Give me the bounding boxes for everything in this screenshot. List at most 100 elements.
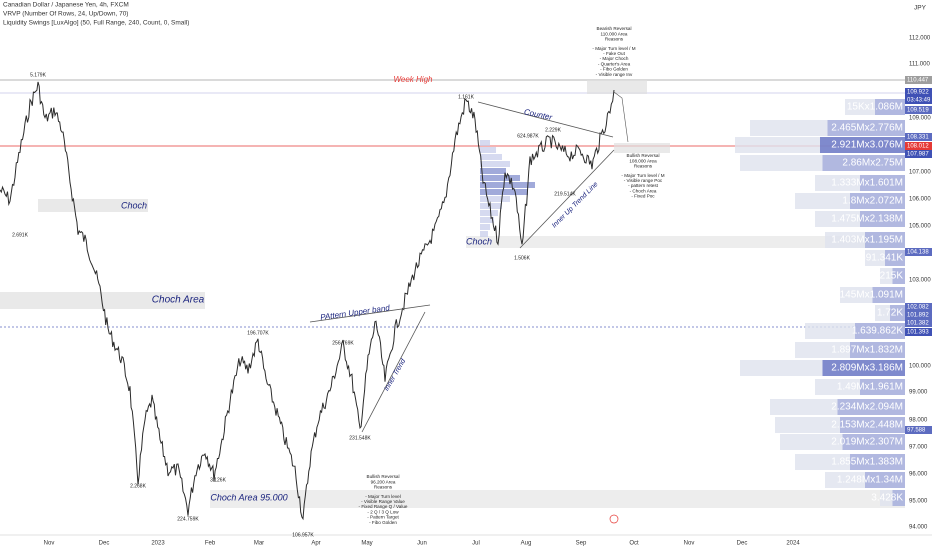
time-tick-label: Jun <box>417 541 427 547</box>
price-badge-label: 03:43:49 <box>907 98 931 104</box>
time-tick-label: Oct <box>629 541 639 547</box>
vp-bar-up <box>850 193 905 209</box>
vp-label: 2.153Mx2.448M <box>831 420 903 431</box>
vp-bar-up <box>875 99 905 115</box>
vp-bar <box>480 161 510 167</box>
annotation: Choch <box>466 236 492 246</box>
vp-label: 1.855Mx1.383M <box>831 457 903 468</box>
vp-bar <box>480 168 506 174</box>
annotation: 1.161K <box>458 94 475 100</box>
zone <box>466 236 905 248</box>
block-line: - Visible range Poc <box>624 178 663 183</box>
vp-bar-up <box>892 490 905 506</box>
trend-line <box>309 304 431 323</box>
vp-label: 2.809Mx3.186M <box>831 363 903 374</box>
zone <box>587 80 647 94</box>
annotation: 3.126K <box>210 477 227 483</box>
block-line: - Major Turn level <box>365 494 401 499</box>
time-tick-label: Aug <box>521 541 532 547</box>
block-line: Reasons <box>374 485 393 490</box>
vp-bar-up <box>860 211 905 227</box>
vp-bar <box>480 231 488 237</box>
vp-label: 3.428K <box>871 493 903 504</box>
annotation: Choch Area 95.000 <box>210 492 287 502</box>
price-tick-label: 94.000 <box>909 525 928 531</box>
vp-bar-up <box>850 342 905 358</box>
price-badge <box>905 311 932 319</box>
block-line: Bullish Reversal <box>627 153 660 158</box>
trend-line <box>519 149 615 249</box>
vp-label: 1.248Mx1.34M <box>837 475 903 486</box>
vp-bar <box>480 196 510 202</box>
block-line: - Visible range Inv <box>596 72 633 77</box>
block-line: - Fibo Golden <box>369 520 397 525</box>
price-badge-label: 110.447 <box>907 78 929 84</box>
price-badge <box>905 319 932 327</box>
price-tick-label: 96.000 <box>909 472 928 478</box>
price-badge-label: 108.012 <box>907 144 929 150</box>
vp-bar-up <box>885 250 905 266</box>
price-badge <box>905 328 932 336</box>
price-tick-label: 112.000 <box>909 36 931 42</box>
time-tick-label: Mar <box>254 541 264 547</box>
price-badge-label: 109.922 <box>907 90 929 96</box>
block-line: - Visible Range Value <box>361 499 405 504</box>
price-badge-label: 101.892 <box>907 313 929 319</box>
price-badge <box>905 142 932 150</box>
trend-line <box>477 101 614 138</box>
price-badge <box>905 88 932 96</box>
session-volume-profile <box>480 140 535 237</box>
symbol: Canadian Dollar / Japanese Yen, 4h, FXCM <box>3 2 129 9</box>
block-line: 110.000 Area <box>601 31 628 36</box>
vp-label: 2.019Mx2.307M <box>831 437 903 448</box>
vp-bar-up <box>842 434 905 450</box>
block-line: - 2 Q / 3 Q Low <box>367 509 399 514</box>
price-badge-label: 109.519 <box>907 108 929 114</box>
trend-line <box>361 311 426 433</box>
block-line: Bullish Reversal <box>367 474 400 479</box>
block-line: - Fixed Poc <box>631 194 655 199</box>
block-line: - Fake Out <box>603 51 625 56</box>
vp-label: 1.72K <box>877 308 903 319</box>
vp-bar-up <box>892 268 905 284</box>
vp-bar <box>480 147 496 153</box>
vp-bar <box>480 140 490 146</box>
block-line: - pattern retest <box>628 183 659 188</box>
block-line: - Major Choch <box>600 56 629 61</box>
price-badge-label: 107.987 <box>907 152 929 158</box>
vp-bar <box>480 182 535 188</box>
price-tick-label: 99.000 <box>909 390 928 396</box>
price-tick-label: 95.000 <box>909 499 928 505</box>
currency: JPY <box>914 5 927 12</box>
vp-bar <box>480 217 494 223</box>
block-line: - Quarter's Area <box>598 61 631 66</box>
vp-bar-up <box>822 360 905 376</box>
vp-bar-up <box>840 417 905 433</box>
time-tick-label: Sep <box>576 541 587 547</box>
annotation: 231.548K <box>349 435 371 441</box>
vp-bar-up <box>865 232 905 248</box>
vp-bar-up <box>890 305 905 321</box>
vp-label: 1.145Mx1.091M <box>831 290 903 301</box>
annotation: 1.506K <box>514 255 531 261</box>
vp-label: 1.8Mx2.072M <box>842 196 903 207</box>
vp-label: 1.403Mx1.195M <box>831 235 903 246</box>
vp-bar <box>480 224 490 230</box>
price-tick-label: 107.000 <box>909 170 931 176</box>
vp-bar-up <box>860 175 905 191</box>
price-badge <box>905 106 932 114</box>
annotation: 196.707K <box>247 330 269 336</box>
annotation: 219.514K <box>554 191 576 197</box>
price-series <box>0 81 615 521</box>
vp-bar <box>480 189 528 195</box>
annotation: 224.759K <box>177 516 199 522</box>
price-tick-label: 109.000 <box>909 116 931 122</box>
vp-label: 2.234Mx2.094M <box>831 402 903 413</box>
vp-label: 2.86Mx2.75M <box>842 158 903 169</box>
vp-label: 1.639.862K <box>852 326 903 337</box>
zone <box>38 199 148 212</box>
price-badge <box>905 133 932 141</box>
time-tick-label: Dec <box>99 541 110 547</box>
block-line: - Fibo Golden <box>600 67 628 72</box>
vp-label: 1.333Mx1.601M <box>831 178 903 189</box>
